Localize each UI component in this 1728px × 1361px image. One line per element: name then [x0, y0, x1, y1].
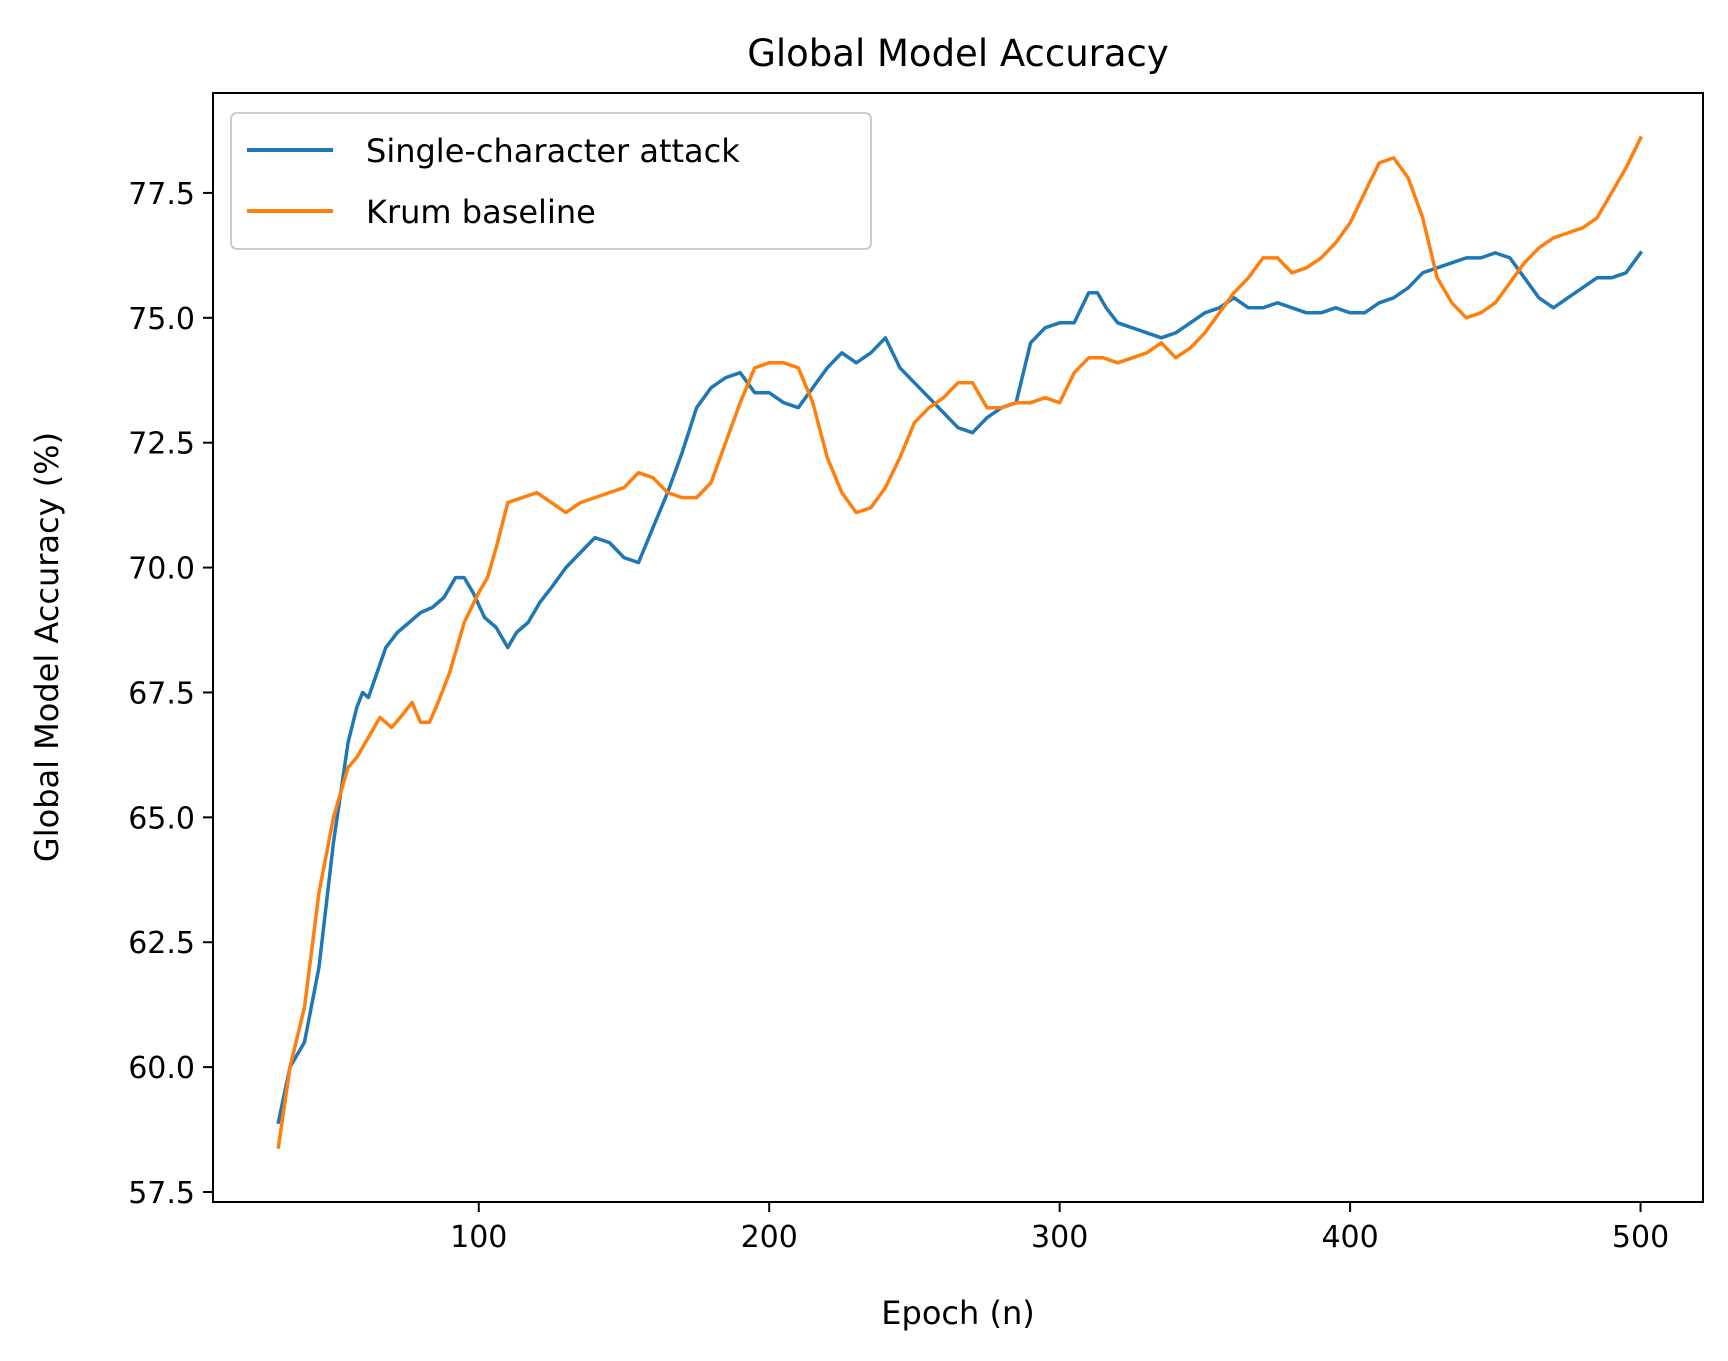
y-tick-label: 60.0	[128, 1051, 195, 1086]
y-tick-label: 65.0	[128, 801, 195, 836]
x-tick-label: 400	[1321, 1220, 1378, 1255]
series-line-krum-baseline	[276, 135, 1643, 1149]
y-tick-label: 62.5	[128, 926, 195, 961]
legend-box	[230, 112, 872, 250]
x-tick-label: 100	[450, 1220, 507, 1255]
y-tick-label: 70.0	[128, 552, 195, 587]
y-tick-label: 72.5	[128, 427, 195, 462]
legend: Single-character attack Krum baseline	[230, 112, 872, 250]
series-line-single-character-attack	[276, 250, 1644, 1125]
y-tick-label: 75.0	[128, 302, 195, 337]
plot-area	[276, 135, 1644, 1149]
plot-frame	[212, 92, 1704, 1203]
x-tick-label: 300	[1031, 1220, 1088, 1255]
x-tick-label: 200	[741, 1220, 798, 1255]
y-tick-label: 67.5	[128, 676, 195, 711]
x-axis: 100 200 300 400 500	[450, 1202, 1669, 1255]
x-axis-label: Epoch (n)	[881, 1294, 1034, 1332]
y-tick-label: 57.5	[128, 1176, 195, 1211]
legend-label-krum-baseline: Krum baseline	[366, 193, 596, 231]
y-axis-label: Global Model Accuracy (%)	[28, 432, 66, 862]
y-tick-label: 77.5	[128, 177, 195, 212]
x-tick-label: 500	[1612, 1220, 1669, 1255]
chart-title: Global Model Accuracy	[747, 32, 1169, 75]
y-axis: 57.5 60.0 62.5 65.0 67.5 70.0 72.5 75.0 77.5	[128, 177, 213, 1211]
legend-label-single-character-attack: Single-character attack	[366, 132, 740, 170]
